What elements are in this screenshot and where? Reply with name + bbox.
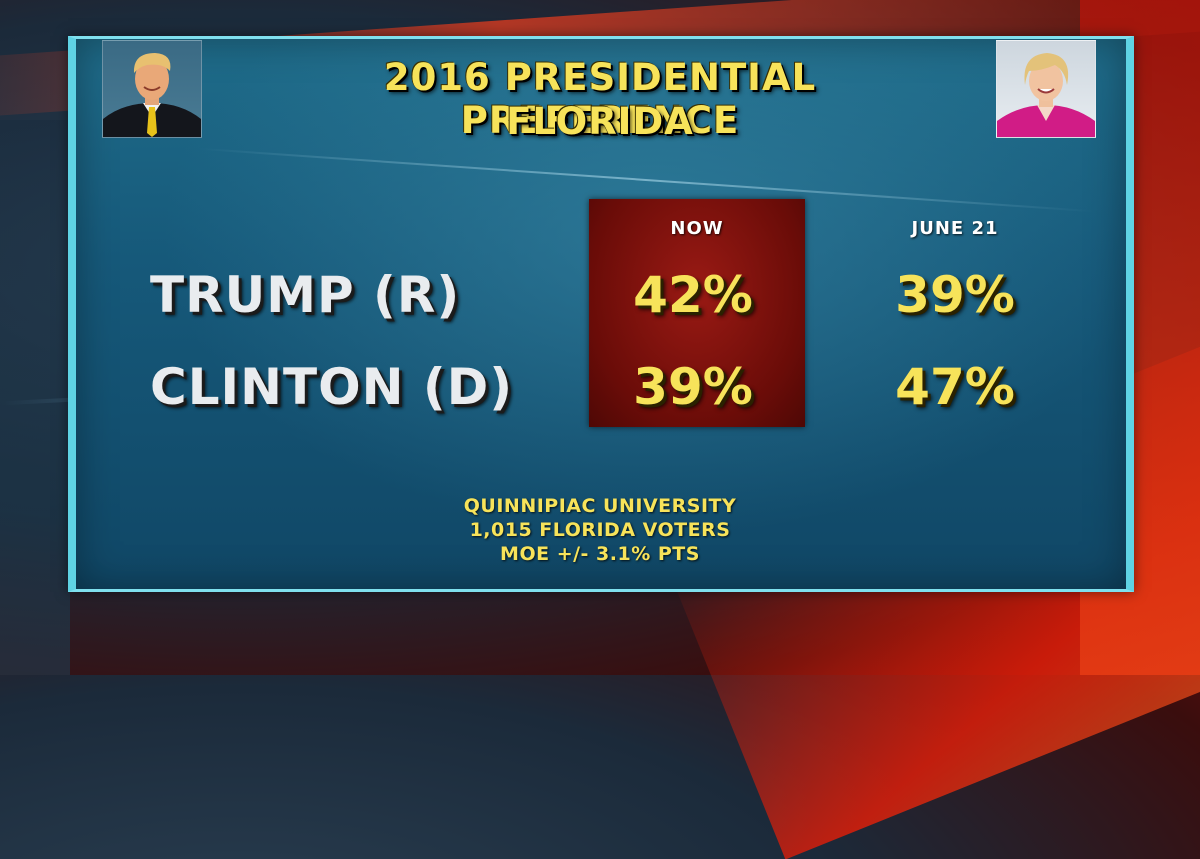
chart-title-line-1: 2016 PRESIDENTIAL PREFERENCE — [383, 56, 817, 142]
clinton-photo — [996, 40, 1096, 138]
cell-clinton-june-21: 47% — [895, 358, 1015, 416]
column-header-now: NOW — [670, 218, 724, 239]
trump-portrait-icon — [103, 53, 201, 137]
source-line-1: QUINNIPIAC UNIVERSITY — [463, 495, 737, 517]
trump-photo — [102, 40, 202, 138]
clinton-portrait-icon — [997, 53, 1095, 137]
source-line-2: 1,015 FLORIDA VOTERS — [469, 519, 731, 541]
chart-title-line-2: FLORIDA — [506, 100, 694, 143]
source-line-3: MOE +/- 3.1% PTS — [500, 543, 700, 565]
row-label-clinton: CLINTON (D) — [150, 358, 514, 416]
background-streak — [0, 120, 70, 675]
cell-trump-now: 42% — [633, 266, 753, 324]
column-header-june-21: JUNE 21 — [911, 218, 999, 239]
row-label-trump: TRUMP (R) — [150, 266, 461, 324]
cell-trump-june-21: 39% — [895, 266, 1015, 324]
cell-clinton-now: 39% — [633, 358, 753, 416]
now-column-highlight — [589, 199, 805, 427]
